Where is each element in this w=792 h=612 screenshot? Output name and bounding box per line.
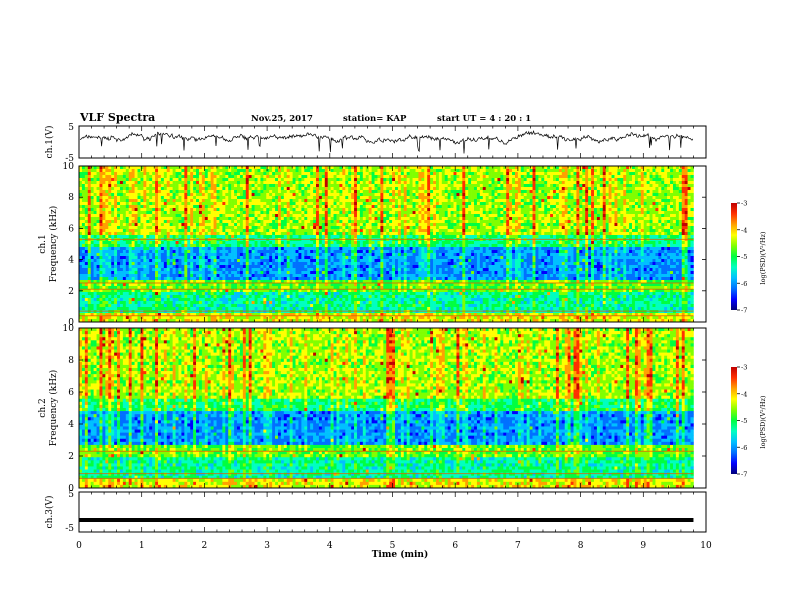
colorbar-tick-label: -6 xyxy=(741,280,747,288)
ch1-spectrogram-panel: 0 2 4 6 8 10 ch.1 Frequency (kHz) xyxy=(38,162,707,328)
x-tick-label: 3 xyxy=(264,541,270,551)
y-tick-label: 2 xyxy=(68,452,74,462)
colorbar-tick-label: -7 xyxy=(741,471,747,479)
y-tick-label: 10 xyxy=(63,162,75,172)
x-axis-ticks xyxy=(78,126,707,532)
date-label: Nov.25, 2017 xyxy=(251,114,313,124)
x-axis-tick-labels: 0 1 2 3 4 5 6 7 8 9 10 xyxy=(76,541,712,551)
y-tick-label: 6 xyxy=(68,224,74,234)
ch1-waveform-line xyxy=(79,130,694,154)
colorbar-tick-label: -3 xyxy=(741,364,747,372)
ch1-waveform-panel: 5 -5 ch.1(V) xyxy=(44,123,707,164)
x-tick-label: 8 xyxy=(578,541,584,551)
ch2-spectrogram-panel: 0 2 4 6 8 10 ch.2 Frequency (kHz) xyxy=(38,324,707,494)
ch1-colorbar: -3 -4 -5 -6 -7 log(PSD)(V²/Hz) xyxy=(731,200,767,315)
x-tick-label: 2 xyxy=(202,541,208,551)
colorbar-tick-label: -6 xyxy=(741,444,747,452)
y-tick-label: 8 xyxy=(68,193,74,203)
ch2-spectrogram-image xyxy=(79,328,694,489)
x-tick-label: 5 xyxy=(390,541,396,551)
ch1-ytick-bottom: -5 xyxy=(65,154,74,164)
y-tick-label: 0 xyxy=(68,318,74,328)
y-tick-label: 8 xyxy=(68,356,74,366)
figure-title: VLF Spectra xyxy=(79,111,155,124)
y-tick-label: 4 xyxy=(68,256,74,266)
y-tick-label: 6 xyxy=(68,388,74,398)
x-axis-label: Time (min) xyxy=(372,549,429,560)
colorbar-tick-label: -4 xyxy=(741,390,747,398)
y-tick-label: 2 xyxy=(68,287,74,297)
colorbar-tick-label: -4 xyxy=(741,226,747,234)
x-tick-label: 0 xyxy=(76,541,82,551)
x-tick-label: 7 xyxy=(515,541,521,551)
ch2-spec-ylabel-frequency: Frequency (kHz) xyxy=(48,370,59,447)
ch2-spec-ylabel-channel: ch.2 xyxy=(38,398,48,417)
start-time-label: start UT = 4 : 20 : 1 xyxy=(437,114,531,124)
x-tick-label: 6 xyxy=(452,541,458,551)
ch1-ytick-top: 5 xyxy=(68,123,74,133)
ch1-ylabel: ch.1(V) xyxy=(44,126,55,159)
ch2-colorbar: -3 -4 -5 -6 -7 log(PSD)(V²/Hz) xyxy=(731,364,767,479)
x-tick-label: 4 xyxy=(327,541,333,551)
ch1-spec-ylabel-channel: ch.1 xyxy=(38,234,48,253)
colorbar-tick-label: -3 xyxy=(741,200,747,208)
ch1-spec-ylabel-frequency: Frequency (kHz) xyxy=(48,206,59,283)
y-tick-label: 4 xyxy=(68,420,74,430)
ch3-ytick-bottom: -5 xyxy=(65,524,74,534)
colorbar-tick-label: -7 xyxy=(741,307,747,315)
station-label: station= KAP xyxy=(343,114,407,124)
ch1-colorbar-gradient xyxy=(731,203,737,310)
y-tick-label: 10 xyxy=(63,324,75,334)
ch3-waveform-frame xyxy=(78,491,707,533)
ch3-waveform-panel: 5 -5 ch.3(V) xyxy=(44,490,707,534)
ch3-ytick-top: 5 xyxy=(68,490,74,500)
ch2-colorbar-label: log(PSD)(V²/Hz) xyxy=(759,395,767,448)
ch1-spectrogram-image xyxy=(79,166,694,323)
ch3-ylabel: ch.3(V) xyxy=(44,496,55,529)
x-tick-label: 9 xyxy=(640,541,646,551)
ch1-colorbar-label: log(PSD)(V²/Hz) xyxy=(759,231,767,284)
ch2-colorbar-gradient xyxy=(731,367,737,474)
x-tick-label: 10 xyxy=(700,541,712,551)
x-tick-label: 1 xyxy=(139,541,145,551)
y-tick-label: 0 xyxy=(68,484,74,494)
colorbar-tick-label: -5 xyxy=(741,417,747,425)
colorbar-tick-label: -5 xyxy=(741,253,747,261)
